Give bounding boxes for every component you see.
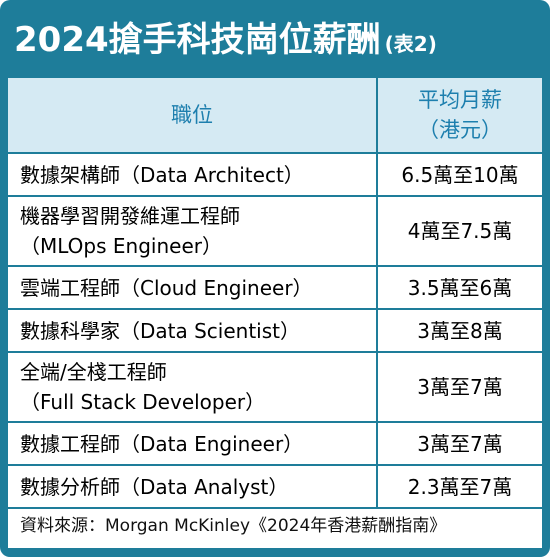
- salary-cell: 3萬至7萬: [378, 353, 542, 421]
- salary-cell: 3.5萬至6萬: [378, 267, 542, 308]
- title-tag: (表2): [384, 32, 437, 56]
- salary-cell: 2.3萬至7萬: [378, 466, 542, 507]
- table-row: 機器學習開發維運工程師 （MLOps Engineer） 4萬至7.5萬: [8, 197, 542, 267]
- salary-text: 4萬至7.5萬: [407, 219, 513, 243]
- position-cell: 數據科學家（Data Scientist）: [8, 310, 378, 351]
- position-text: 數據架構師（Data Architect）: [20, 162, 304, 187]
- salary-text: 3.5萬至6萬: [407, 275, 513, 300]
- title-text: 2024搶手科技崗位薪酬: [14, 20, 381, 60]
- header-text: （港元）: [418, 118, 502, 142]
- salary-cell: 4萬至7.5萬: [378, 197, 542, 265]
- position-text: （Full Stack Developer）: [20, 390, 266, 414]
- position-cell: 數據架構師（Data Architect）: [8, 154, 378, 195]
- title: 2024搶手科技崗位薪酬 (表2): [14, 12, 437, 68]
- position-text: 數據科學家（Data Scientist）: [20, 318, 300, 343]
- position-text: 雲端工程師（Cloud Engineer）: [20, 275, 313, 300]
- salary-text: 6.5萬至10萬: [401, 162, 519, 187]
- salary-cell: 3萬至8萬: [378, 310, 542, 351]
- position-cell: 數據工程師（Data Engineer）: [8, 423, 378, 464]
- header-text: 平均月薪: [418, 88, 502, 112]
- header-text: 職位: [171, 103, 213, 127]
- position-text: 數據工程師（Data Engineer）: [20, 431, 304, 456]
- salary-text: 2.3萬至7萬: [407, 474, 513, 499]
- position-text: 機器學習開發維運工程師: [20, 204, 240, 228]
- position-cell: 數據分析師（Data Analyst）: [8, 466, 378, 507]
- table-row: 數據分析師（Data Analyst） 2.3萬至7萬: [8, 466, 542, 509]
- position-cell: 全端/全棧工程師 （Full Stack Developer）: [8, 353, 378, 421]
- header-row: 職位 平均月薪 （港元）: [8, 78, 542, 154]
- table-row: 數據工程師（Data Engineer） 3萬至7萬: [8, 423, 542, 466]
- position-text: 數據分析師（Data Analyst）: [20, 474, 289, 499]
- position-text: （MLOps Engineer）: [20, 234, 222, 258]
- salary-text: 3萬至8萬: [417, 318, 503, 343]
- position-cell: 機器學習開發維運工程師 （MLOps Engineer）: [8, 197, 378, 265]
- header-cell: 平均月薪 （港元）: [378, 78, 542, 152]
- salary-cell: 3萬至7萬: [378, 423, 542, 464]
- table-row: 全端/全棧工程師 （Full Stack Developer） 3萬至7萬: [8, 353, 542, 423]
- table-row: 雲端工程師（Cloud Engineer） 3.5萬至6萬: [8, 267, 542, 310]
- table-row: 數據架構師（Data Architect） 6.5萬至10萬: [8, 154, 542, 197]
- position-cell: 雲端工程師（Cloud Engineer）: [8, 267, 378, 308]
- position-text: 全端/全棧工程師: [20, 360, 167, 384]
- salary-text: 3萬至7萬: [417, 431, 503, 456]
- table-row: 數據科學家（Data Scientist） 3萬至8萬: [8, 310, 542, 353]
- header-cell: 職位: [8, 78, 378, 152]
- salary-text: 3萬至7萬: [417, 375, 503, 399]
- source: 資料來源：Morgan McKinley《2024年香港薪酬指南》: [20, 516, 447, 536]
- table: 資料來源：Morgan McKinley《2024年香港薪酬指南》 職位 平均月薪…: [8, 78, 542, 548]
- salary-cell: 6.5萬至10萬: [378, 154, 542, 195]
